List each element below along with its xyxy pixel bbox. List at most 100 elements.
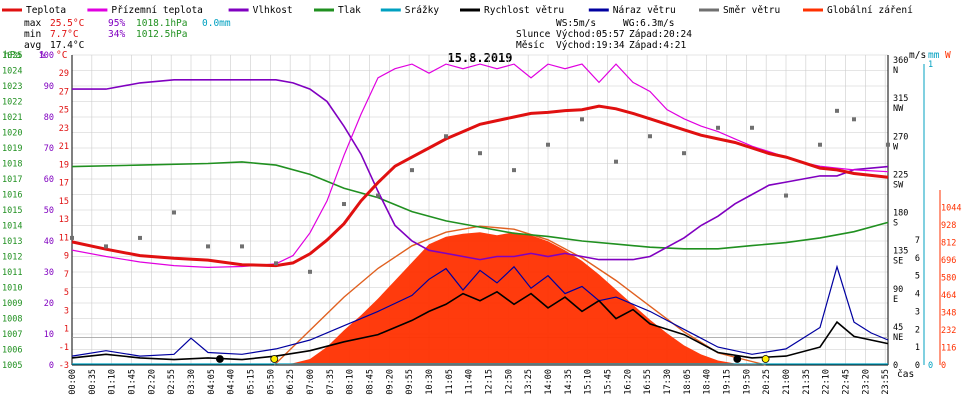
tick-ms-2: 2	[915, 325, 920, 335]
tick-degc-12: 21	[59, 142, 69, 152]
tick-hpa-17: 1022	[2, 98, 22, 108]
tick-pct-0: 0	[49, 361, 54, 371]
wind-dir-point	[546, 142, 550, 147]
wind-dir-point	[750, 125, 754, 130]
tick-pct-4: 20	[44, 299, 54, 309]
tick-hpa-0: 1005	[2, 361, 22, 371]
tick-ms-4: 4	[915, 290, 920, 300]
series-temperature	[71, 104, 889, 268]
tick-x-33: 19:15	[723, 369, 733, 395]
wind-dir-point	[274, 261, 278, 266]
tick-dir-name-3: SE	[893, 257, 903, 267]
tick-degc-11: 19	[59, 160, 69, 170]
legend-label-5: Rychlost větru	[484, 5, 564, 16]
wind-dir-point	[444, 134, 448, 139]
tick-x-12: 07:00	[306, 369, 316, 395]
tick-w-2: 232	[941, 326, 956, 336]
tick-dir-3: 135	[893, 247, 908, 257]
wind-dir-point	[308, 269, 312, 274]
tick-x-22: 12:50	[504, 369, 514, 395]
axis-header-w: W	[945, 50, 951, 61]
series-humidity	[72, 79, 889, 261]
tick-hpa-6: 1011	[2, 268, 22, 278]
tick-pct-8: 40	[44, 237, 54, 247]
tick-w-9: 1044	[941, 204, 961, 214]
stats-min-temp: 7.7°C	[50, 29, 79, 40]
tick-dir-name-4: S	[893, 219, 898, 229]
tick-degc-2: 1	[64, 325, 69, 335]
sun-marker	[270, 355, 279, 363]
stats-min-press: 1012.5hPa	[136, 29, 187, 40]
axis-header-ms: m/s	[909, 50, 926, 61]
axis-header-time: čas	[897, 369, 914, 380]
wind-dir-point	[852, 117, 856, 122]
tick-degc-5: 7	[64, 270, 69, 280]
tick-x-24: 14:00	[544, 369, 554, 395]
tick-hpa-8: 1013	[2, 237, 22, 247]
tick-hpa-13: 1018	[2, 160, 22, 170]
tick-dir-1: 45	[893, 323, 903, 333]
stats-max-temp: 25.5°C	[50, 18, 84, 29]
tick-ms-5: 5	[915, 272, 920, 282]
tick-degc-14: 25	[59, 106, 69, 116]
series-pressure	[71, 161, 889, 250]
legend-label-6: Náraz větru	[613, 5, 676, 16]
tick-x-25: 14:35	[564, 369, 574, 395]
tick-w-0: 0	[941, 361, 946, 371]
tick-x-17: 09:55	[405, 369, 415, 395]
axis-header-pct: %	[40, 50, 46, 61]
tick-hpa-10: 1015	[2, 206, 22, 216]
tick-dir-name-1: NE	[893, 333, 903, 343]
tick-degc-13: 23	[59, 124, 69, 134]
tick-x-40: 23:20	[861, 369, 871, 395]
tick-hpa-2: 1007	[2, 330, 22, 340]
tick-x-11: 06:25	[286, 369, 296, 395]
tick-x-41: 23:55	[881, 369, 891, 395]
tick-degc-3: 3	[64, 306, 69, 316]
tick-hpa-15: 1020	[2, 129, 22, 139]
tick-x-29: 16:55	[643, 369, 653, 395]
tick-x-7: 04:05	[207, 369, 217, 395]
tick-ms-0: 0	[915, 361, 920, 371]
tick-hpa-18: 1023	[2, 82, 22, 92]
tick-pct-14: 70	[44, 144, 54, 154]
stats-min-label: min	[24, 29, 41, 40]
stats-avg-label: avg	[24, 40, 41, 51]
wind-dir-point	[104, 244, 108, 249]
tick-x-14: 08:10	[346, 369, 356, 395]
wind-dir-point	[818, 142, 822, 147]
wind-dir-point	[172, 210, 176, 215]
info-ws: WS:5m/s	[556, 18, 596, 29]
wind-dir-point	[682, 151, 686, 156]
tick-x-13: 07:35	[326, 369, 336, 395]
info-mesic-zapad: Západ:4:21	[629, 40, 686, 51]
wind-dir-point	[580, 117, 584, 122]
wind-dir-point	[240, 244, 244, 249]
stats-max-press: 1018.1hPa	[136, 18, 187, 29]
tick-hpa-4: 1009	[2, 299, 22, 309]
tick-x-8: 04:40	[227, 369, 237, 395]
tick-x-27: 15:45	[604, 369, 614, 395]
tick-x-30: 17:30	[663, 369, 673, 395]
tick-pct-12: 60	[44, 175, 54, 185]
moon-marker	[215, 355, 224, 363]
tick-w-1: 116	[941, 344, 956, 354]
series-ground-temperature	[71, 63, 889, 269]
legend-label-2: Vlhkost	[253, 5, 293, 16]
tick-w-8: 928	[941, 221, 956, 231]
tick-x-26: 15:10	[584, 369, 594, 395]
tick-dir-6: 270	[893, 132, 908, 142]
tick-dir-4: 180	[893, 209, 908, 219]
tick-dir-5: 225	[893, 170, 908, 180]
tick-ms-3: 3	[915, 307, 920, 317]
tick-x-3: 01:45	[128, 369, 138, 395]
wind-dir-point	[716, 125, 720, 130]
info-mesic-label: Měsíc	[516, 40, 545, 51]
wind-dir-point	[206, 244, 210, 249]
legend-label-4: Srážky	[405, 5, 440, 16]
tick-x-18: 10:30	[425, 369, 435, 395]
tick-x-15: 08:45	[366, 369, 376, 395]
tick-degc-4: 5	[64, 288, 69, 298]
wind-dir-point	[478, 151, 482, 156]
